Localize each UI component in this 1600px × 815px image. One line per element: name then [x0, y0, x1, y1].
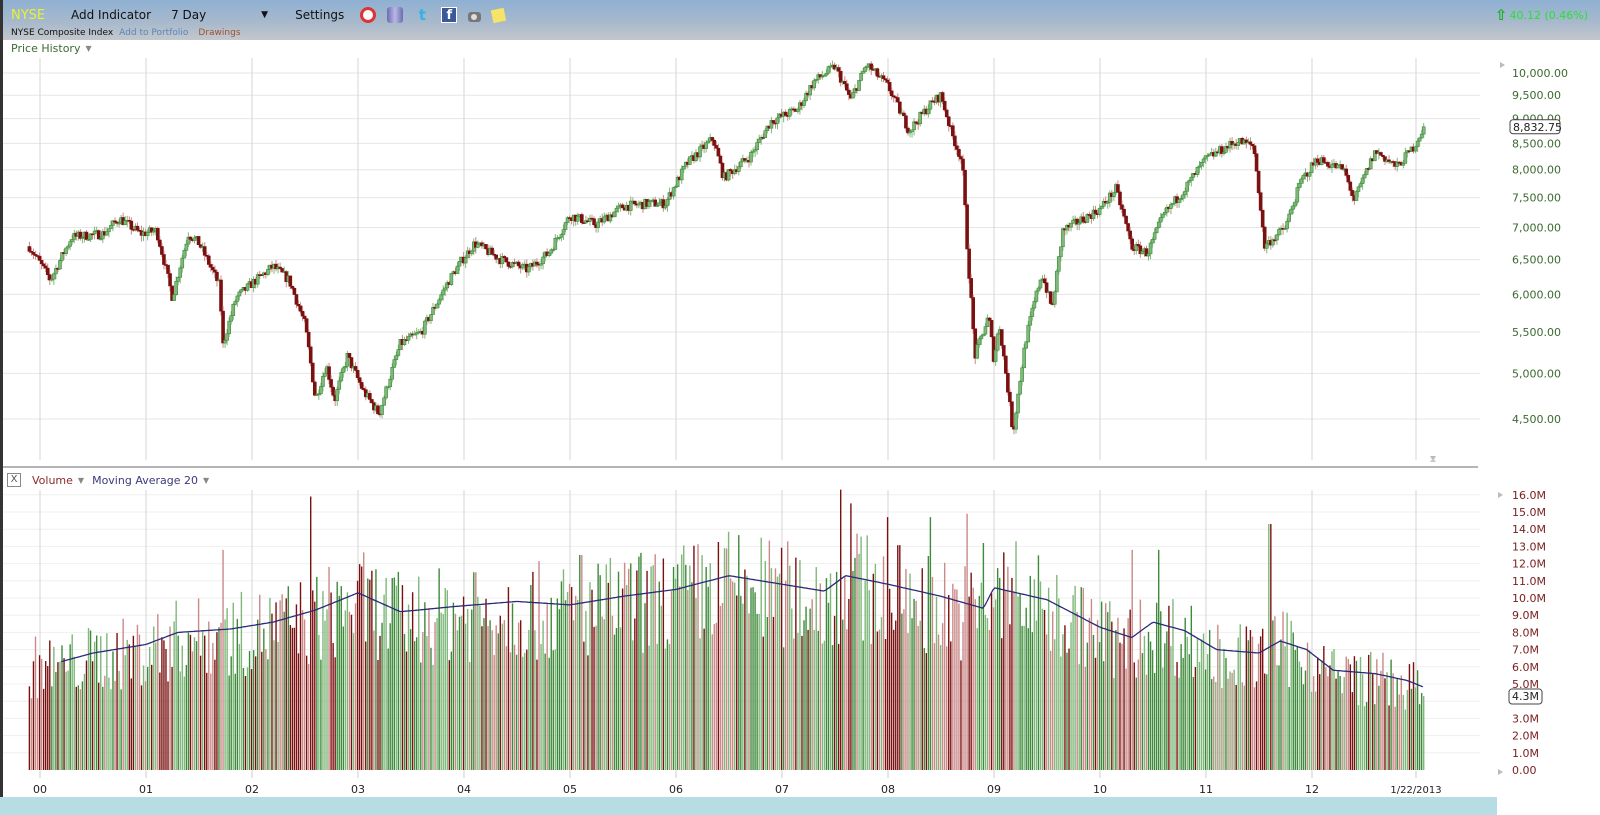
svg-text:8,000.00: 8,000.00 [1512, 164, 1561, 177]
price-ohlc-series [27, 60, 1426, 435]
svg-text:10.0M: 10.0M [1512, 592, 1546, 605]
close-pane-button[interactable]: X [7, 473, 21, 487]
svg-text:09: 09 [987, 783, 1001, 796]
index-name: NYSE Composite Index [11, 28, 114, 38]
svg-text:04: 04 [457, 783, 471, 796]
svg-text:07: 07 [775, 783, 789, 796]
moving-average-line [61, 575, 1424, 688]
price-history-label: Price History [11, 42, 81, 55]
database-icon[interactable] [387, 7, 404, 23]
toolbar-row-main: NYSE Add Indicator 7 Day ▼ Settings t f [11, 6, 516, 24]
toolbar-icons: t f [360, 7, 516, 23]
axes: 10,000.00 9,500.00 9,000.00 8,500.00 8,000.0… [33, 62, 1568, 796]
period-select[interactable]: 7 Day [171, 8, 207, 22]
svg-text:5,500.00: 5,500.00 [1512, 326, 1561, 339]
timeline-navigator-scrollbar[interactable] [0, 797, 1497, 815]
moving-average-menu[interactable]: Moving Average 20 [92, 473, 198, 487]
add-indicator-button[interactable]: Add Indicator [71, 8, 152, 22]
svg-text:03: 03 [351, 783, 365, 796]
volume-bar-series [28, 489, 1425, 770]
svg-text:8,500.00: 8,500.00 [1512, 137, 1561, 150]
svg-text:1.0M: 1.0M [1512, 747, 1539, 760]
svg-text:4.3M: 4.3M [1512, 690, 1539, 703]
svg-text:9.0M: 9.0M [1512, 609, 1539, 622]
price-change-text: 40.12 (0.46%) [1509, 8, 1588, 22]
svg-text:10: 10 [1093, 783, 1107, 796]
symbol-label[interactable]: NYSE [11, 7, 46, 23]
svg-text:8.0M: 8.0M [1512, 626, 1539, 639]
svg-text:7,000.00: 7,000.00 [1512, 222, 1561, 235]
svg-text:6,500.00: 6,500.00 [1512, 254, 1561, 267]
svg-text:11: 11 [1199, 783, 1213, 796]
svg-text:9,000.00: 9,000.00 [1512, 113, 1561, 126]
svg-text:16.0M: 16.0M [1512, 489, 1546, 502]
chevron-down-icon[interactable]: ▼ [202, 475, 210, 485]
svg-text:2.0M: 2.0M [1512, 730, 1539, 743]
svg-text:4,500.00: 4,500.00 [1512, 413, 1561, 426]
grid-lines [3, 58, 1480, 772]
svg-text:00: 00 [33, 783, 47, 796]
svg-text:14.0M: 14.0M [1512, 523, 1546, 536]
camera-icon[interactable] [468, 11, 482, 22]
svg-text:6,000.00: 6,000.00 [1512, 288, 1561, 301]
svg-text:3.0M: 3.0M [1512, 712, 1539, 725]
svg-text:5.0M: 5.0M [1512, 678, 1539, 691]
svg-text:12: 12 [1305, 783, 1319, 796]
sticky-note-icon[interactable] [491, 7, 507, 23]
svg-text:11.0M: 11.0M [1512, 575, 1546, 588]
svg-text:5,000.00: 5,000.00 [1512, 367, 1561, 380]
toolbar-row-sub: NYSE Composite Index Add to Portfolio Dr… [11, 28, 247, 38]
svg-text:08: 08 [881, 783, 895, 796]
drawings-link[interactable]: Drawings [198, 28, 241, 38]
svg-text:8,832.75: 8,832.75 [1513, 121, 1562, 134]
twitter-icon[interactable]: t [418, 6, 426, 24]
svg-text:06: 06 [669, 783, 683, 796]
svg-text:10,000.00: 10,000.00 [1512, 67, 1568, 80]
up-arrow-icon: ⇧ [1494, 6, 1508, 24]
volume-pane-header: X Volume ▼ Moving Average 20 ▼ [7, 473, 217, 487]
svg-text:1/22/2013: 1/22/2013 [1390, 785, 1441, 796]
svg-text:01: 01 [139, 783, 153, 796]
svg-text:0.00: 0.00 [1512, 764, 1537, 777]
chevron-down-icon[interactable]: ▼ [261, 10, 268, 20]
svg-text:7,500.00: 7,500.00 [1512, 192, 1561, 205]
chevron-down-icon: ▼ [85, 44, 92, 53]
svg-text:9,500.00: 9,500.00 [1512, 89, 1561, 102]
price-history-menu[interactable]: Price History ▼ [11, 42, 100, 55]
settings-button[interactable]: Settings [295, 8, 345, 22]
facebook-icon[interactable]: f [441, 7, 458, 23]
volume-menu[interactable]: Volume [32, 473, 73, 487]
svg-text:02: 02 [245, 783, 259, 796]
svg-text:05: 05 [563, 783, 577, 796]
toolbar: NYSE Add Indicator 7 Day ▼ Settings t f … [0, 0, 1600, 40]
left-border [0, 40, 3, 815]
svg-text:6.0M: 6.0M [1512, 661, 1539, 674]
svg-text:15.0M: 15.0M [1512, 506, 1546, 519]
price-change: ⇧ 40.12 (0.46%) [1495, 6, 1588, 24]
svg-text:13.0M: 13.0M [1512, 540, 1546, 553]
add-to-portfolio-link[interactable]: Add to Portfolio [119, 28, 189, 38]
svg-text:7.0M: 7.0M [1512, 644, 1539, 657]
alarm-clock-icon[interactable] [360, 7, 377, 23]
svg-text:12.0M: 12.0M [1512, 558, 1546, 571]
chevron-down-icon[interactable]: ▼ [77, 475, 85, 485]
